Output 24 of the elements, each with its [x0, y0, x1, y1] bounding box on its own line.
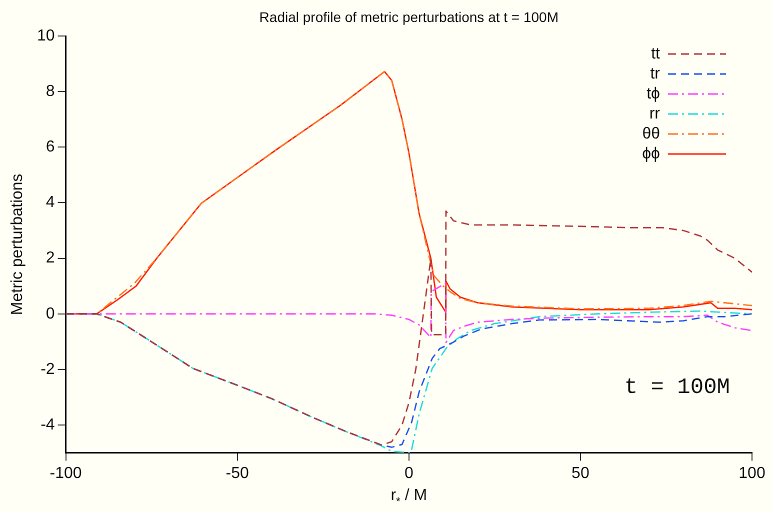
y-tick-label: 8	[46, 82, 55, 100]
line-series	[66, 210, 752, 446]
y-axis-title: Metric perturbations	[9, 174, 26, 316]
chart-title: Radial profile of metric perturbations at t = 100M	[259, 9, 558, 25]
y-tick-label: 0	[46, 305, 55, 322]
x-axis-title: r* / M	[390, 487, 428, 508]
x-tick-label: 0	[404, 464, 414, 482]
x-tick-label: 100	[738, 464, 766, 482]
y-tick-label: 6	[46, 138, 55, 156]
y-tick-label: 10	[37, 27, 55, 44]
legend-label: θθ	[642, 125, 660, 142]
annotation: t = 100M	[624, 374, 730, 400]
x-tick-label: -50	[226, 464, 250, 482]
y-tick-label: 4	[46, 194, 55, 212]
y-tick-label: -4	[40, 416, 55, 434]
y-tick-label: 2	[46, 250, 55, 267]
legend-label: rr	[649, 105, 661, 122]
legend-label: tt	[651, 45, 661, 62]
x-tick-label: 50	[572, 464, 590, 482]
x-tick-label: -100	[50, 464, 82, 482]
legend-label: ϕϕ	[642, 145, 660, 162]
legend-label: tϕ	[646, 85, 660, 102]
y-tick-label: -2	[40, 360, 55, 378]
legend-label: tr	[650, 65, 661, 82]
